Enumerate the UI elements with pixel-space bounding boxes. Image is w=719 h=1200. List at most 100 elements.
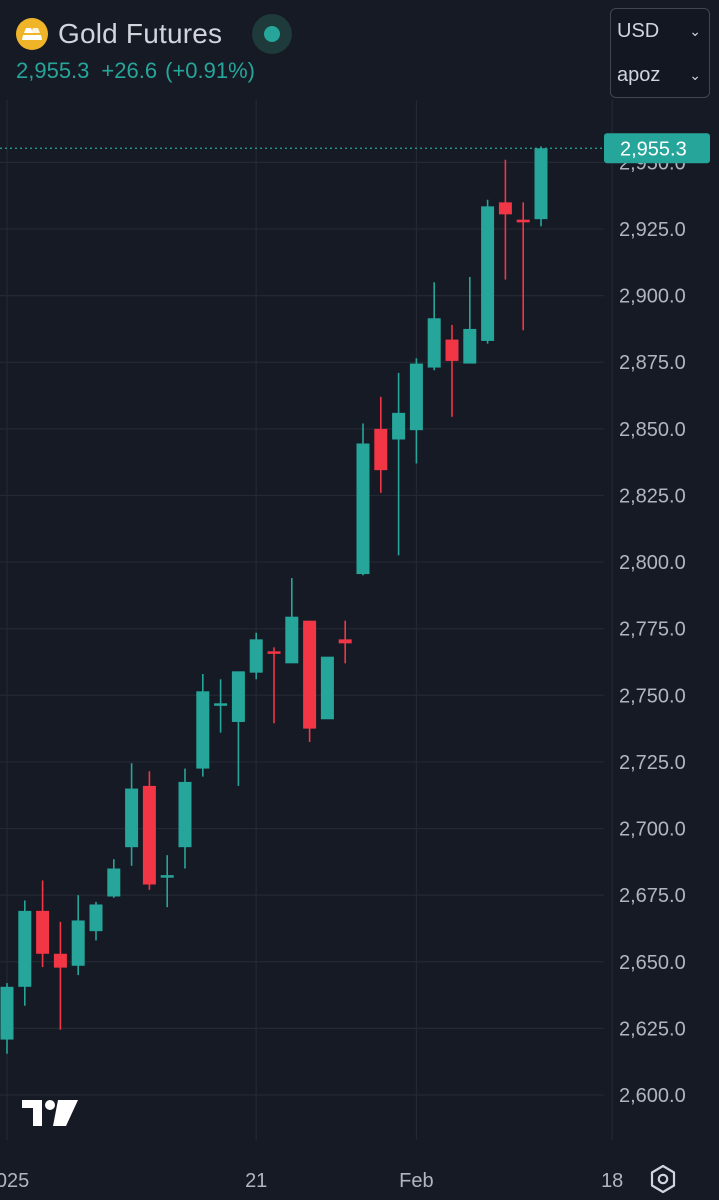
chevron-down-icon: ⌄ (689, 22, 701, 39)
candle-body (249, 639, 263, 673)
y-tick-label: 2,900.0 (619, 286, 686, 308)
candle[interactable] (356, 423, 370, 576)
candle-body (392, 412, 406, 440)
candle[interactable] (409, 358, 423, 464)
unit-select[interactable]: apoz ⌄ (617, 55, 701, 95)
y-tick-label: 2,650.0 (619, 952, 686, 974)
candle[interactable] (178, 768, 192, 869)
candle[interactable] (125, 763, 139, 866)
chevron-down-icon: ⌄ (689, 66, 701, 83)
candle[interactable] (160, 855, 174, 908)
candle-body (445, 339, 459, 361)
y-tick-label: 2,800.0 (619, 552, 686, 574)
candle[interactable] (374, 396, 388, 493)
candle[interactable] (320, 656, 334, 720)
unit-value: apoz (617, 63, 661, 86)
x-tick-label: Feb (399, 1170, 433, 1192)
candle-body (71, 920, 85, 966)
last-price-label: 2,955.3 (620, 138, 687, 160)
candle-body (196, 691, 210, 769)
price-change-percent: (+0.91%) (165, 58, 255, 83)
candle[interactable] (303, 620, 317, 742)
candle[interactable] (427, 282, 441, 371)
candle-body (303, 620, 317, 729)
tradingview-logo-icon[interactable] (22, 1098, 78, 1128)
last-price-badge (604, 133, 710, 164)
candle-body (214, 703, 228, 706)
candle[interactable] (392, 372, 406, 556)
grid (0, 100, 613, 1140)
candles[interactable] (0, 146, 548, 1054)
candle-body (0, 986, 14, 1040)
candle-body (267, 651, 281, 654)
candle-body (463, 328, 477, 364)
candle-body (320, 656, 334, 720)
candle[interactable] (516, 202, 530, 331)
candle-body (427, 318, 441, 368)
candle-body (534, 148, 548, 220)
candle-body (409, 363, 423, 431)
candle-body (107, 868, 121, 897)
time-axis[interactable]: 2025 21 Feb 18 (0, 1170, 623, 1192)
candle-body (36, 910, 50, 954)
candle[interactable] (18, 900, 32, 1006)
candle-body (356, 443, 370, 575)
candle-body (89, 904, 103, 932)
candle-body (516, 219, 530, 223)
candle[interactable] (534, 146, 548, 227)
y-tick-label: 2,925.0 (619, 219, 686, 241)
candle-body (481, 206, 495, 341)
candle[interactable] (498, 159, 512, 280)
y-tick-label: 2,625.0 (619, 1018, 686, 1040)
candle[interactable] (89, 901, 103, 941)
candle-body (498, 202, 512, 215)
candle[interactable] (338, 620, 352, 664)
candle-body (285, 616, 299, 664)
candle-body (178, 781, 192, 848)
symbol-header[interactable]: Gold Futures (16, 12, 293, 56)
candle[interactable] (249, 632, 263, 680)
candle-body (231, 671, 245, 722)
quote-line: 2,955.3 +26.6 (+0.91%) (16, 58, 255, 84)
x-tick-label: 2025 (0, 1170, 29, 1192)
candle[interactable] (463, 276, 477, 364)
candle[interactable] (481, 199, 495, 344)
candle[interactable] (107, 859, 121, 898)
y-tick-label: 2,725.0 (619, 752, 686, 774)
candle[interactable] (36, 880, 50, 968)
candle[interactable] (53, 921, 67, 1030)
candle[interactable] (142, 771, 156, 890)
y-tick-label: 2,875.0 (619, 352, 686, 374)
unit-selector-panel: USD ⌄ apoz ⌄ (610, 8, 710, 98)
settings-hexagon-icon[interactable] (648, 1164, 678, 1194)
currency-select[interactable]: USD ⌄ (617, 11, 701, 51)
candle[interactable] (231, 671, 245, 786)
candle[interactable] (285, 578, 299, 664)
x-tick-label: 21 (245, 1170, 267, 1192)
price-axis[interactable]: 2,600.0 2,625.0 2,650.0 2,675.0 2,700.0 2,725… (619, 152, 686, 1107)
status-dot (264, 26, 281, 42)
y-tick-label: 2,850.0 (619, 419, 686, 441)
candle[interactable] (0, 983, 14, 1054)
candle[interactable] (214, 679, 228, 733)
candle-body (125, 788, 139, 848)
candle[interactable] (267, 647, 281, 724)
y-tick-label: 2,700.0 (619, 819, 686, 841)
candle-body (53, 953, 67, 968)
last-price-label-group: 2,955.3 (604, 133, 710, 164)
y-tick-label: 2,825.0 (619, 485, 686, 507)
currency-value: USD (617, 19, 660, 42)
candle[interactable] (445, 324, 459, 417)
candle[interactable] (71, 895, 85, 976)
candle[interactable] (196, 673, 210, 777)
candle-body (142, 785, 156, 885)
candle-body (374, 428, 388, 471)
candle-body (338, 639, 352, 644)
y-tick-label: 2,750.0 (619, 685, 686, 707)
y-tick-label: 2,675.0 (619, 885, 686, 907)
candle-body (160, 875, 174, 878)
market-open-dot-icon[interactable] (252, 14, 293, 54)
gold-bars-icon (16, 18, 48, 50)
